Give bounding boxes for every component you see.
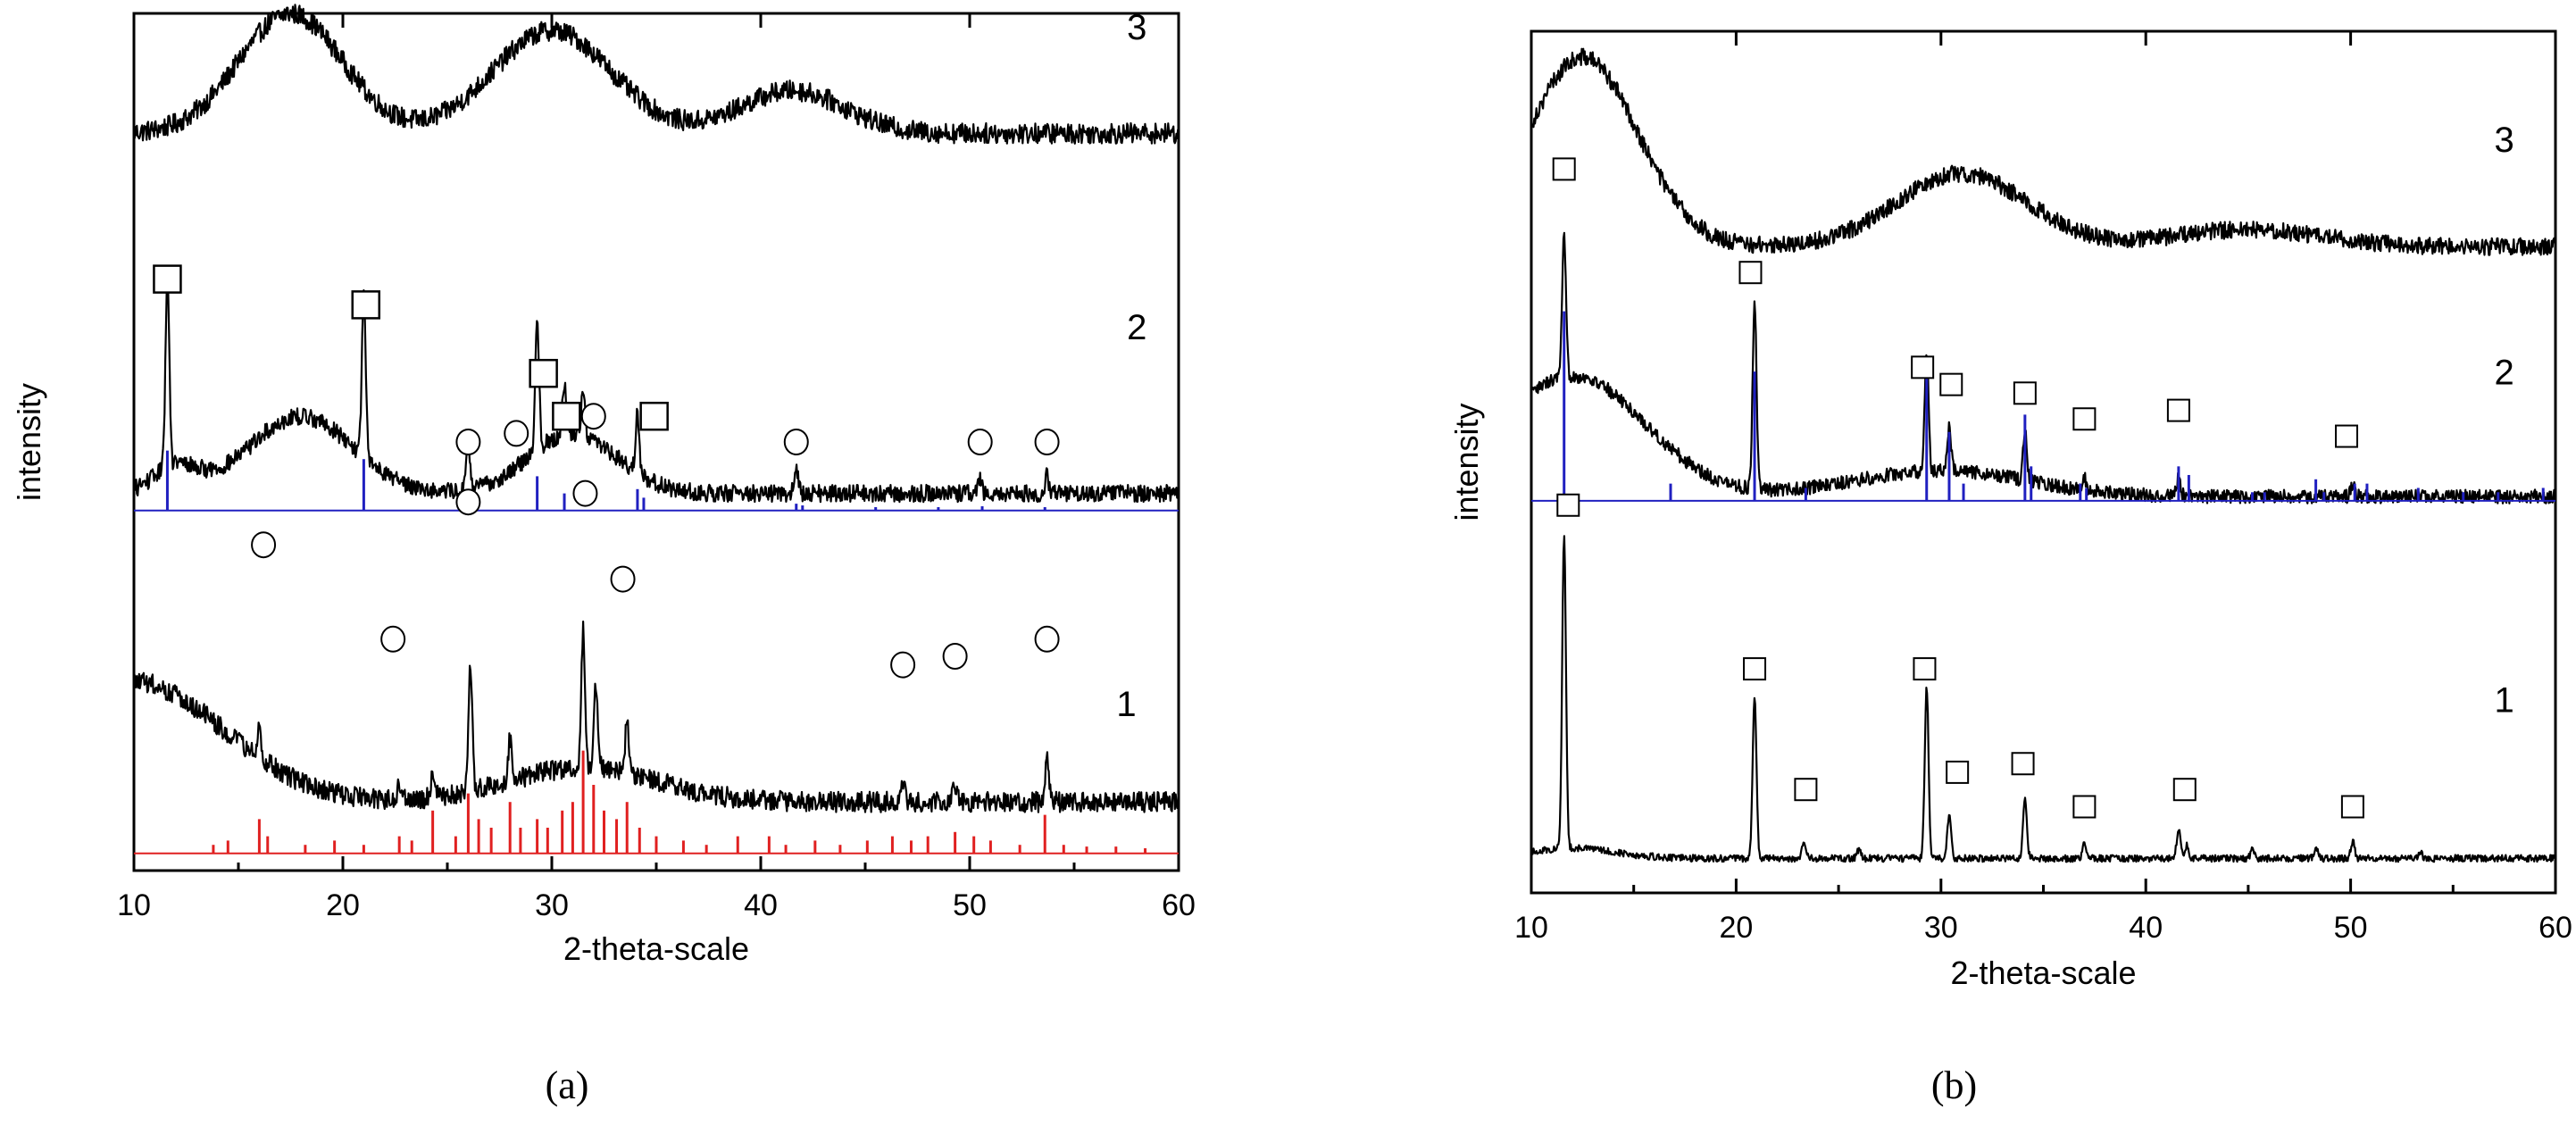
- curve-label-3: 3: [2495, 121, 2514, 160]
- curve-label-1: 1: [1116, 685, 1136, 724]
- square-peak-marker: [2172, 778, 2197, 802]
- x-tick-label: 20: [326, 888, 360, 922]
- x-tick-label: 50: [2334, 911, 2368, 945]
- square-peak-marker: [529, 358, 558, 388]
- circle-peak-marker: [890, 651, 916, 679]
- curve-label-3: 3: [1127, 8, 1146, 47]
- curve-label-1: 1: [2495, 680, 2514, 720]
- circle-peak-marker: [610, 565, 636, 593]
- series-2: [133, 284, 1180, 504]
- square-peak-marker: [1939, 372, 1963, 396]
- x-axis-title: 2-theta-scale: [563, 930, 749, 967]
- square-peak-marker: [1556, 493, 1580, 517]
- x-tick-label: 60: [2538, 911, 2572, 945]
- square-peak-marker: [2335, 424, 2359, 448]
- panel-label: (b): [1931, 1063, 1977, 1107]
- square-peak-marker: [2072, 407, 2097, 431]
- series-3: [1530, 47, 2557, 256]
- circle-peak-marker: [783, 429, 809, 455]
- series-1: [1530, 535, 2557, 863]
- square-peak-marker: [1743, 657, 1767, 681]
- square-peak-marker: [351, 290, 380, 320]
- x-tick-label: 40: [744, 888, 778, 922]
- series-2: [1530, 231, 2557, 504]
- y-axis-title: intensity: [1448, 403, 1485, 521]
- square-peak-marker: [2166, 398, 2190, 422]
- chart-panel-a: 10 20 30 40 50 60 2-theta-scale intensity 3 2 1 (a): [11, 4, 1196, 1107]
- circle-peak-marker: [967, 429, 993, 455]
- square-peak-marker: [2011, 752, 2035, 776]
- square-peak-marker: [153, 264, 182, 294]
- x-tick-label: 30: [1924, 911, 1958, 945]
- series-1-reference: [134, 750, 1179, 854]
- circle-peak-marker: [455, 429, 481, 455]
- curve-label-2: 2: [1127, 308, 1146, 347]
- square-peak-marker: [1946, 760, 1970, 784]
- circle-peak-marker: [572, 479, 598, 507]
- square-peak-marker: [1552, 157, 1576, 181]
- square-peak-marker: [2340, 795, 2364, 819]
- series-1: [132, 621, 1180, 813]
- curve-label-2: 2: [2495, 354, 2514, 393]
- circle-peak-marker: [1034, 625, 1060, 653]
- square-peak-marker: [552, 401, 581, 431]
- square-peak-marker: [639, 401, 669, 431]
- square-peak-marker: [1794, 778, 1818, 802]
- circle-peak-marker: [504, 420, 529, 447]
- x-tick-label: 60: [1162, 888, 1196, 922]
- square-peak-marker: [1913, 657, 1937, 681]
- x-tick-label: 50: [953, 888, 987, 922]
- y-axis-title: intensity: [11, 383, 47, 501]
- square-peak-marker: [1738, 261, 1763, 285]
- square-peak-marker: [2013, 381, 2037, 405]
- x-tick-label: 10: [117, 888, 151, 922]
- x-tick-label: 30: [535, 888, 569, 922]
- x-axis-title: 2-theta-scale: [1950, 954, 2136, 991]
- circle-peak-marker: [580, 403, 606, 430]
- series-2-reference: [134, 450, 1179, 512]
- panel-label: (a): [546, 1063, 589, 1107]
- square-peak-marker: [2072, 795, 2097, 819]
- square-peak-marker: [1911, 355, 1935, 379]
- circle-peak-marker: [455, 488, 481, 516]
- x-tick-label: 20: [1719, 911, 1753, 945]
- chart-panel-b: 10 20 30 40 50 60 2-theta-scale intensity 3 2 1 (b): [1448, 29, 2572, 1107]
- circle-peak-marker: [942, 643, 968, 670]
- x-tick-label: 10: [1514, 911, 1548, 945]
- series-3: [132, 4, 1180, 145]
- circle-peak-marker: [1034, 429, 1060, 455]
- circle-peak-marker: [251, 531, 277, 559]
- x-tick-label: 40: [2129, 911, 2163, 945]
- circle-peak-marker: [380, 625, 406, 653]
- series-2-reference: [1531, 311, 2555, 502]
